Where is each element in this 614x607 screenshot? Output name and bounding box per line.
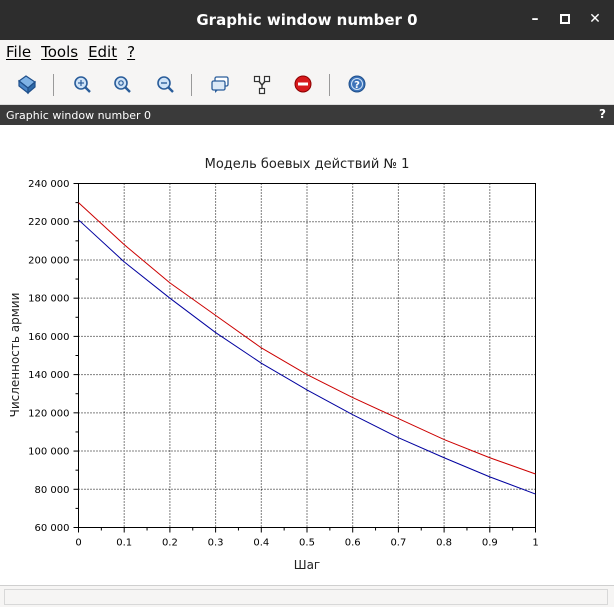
x-tick-label: 0.7 <box>390 538 406 549</box>
datatip-icon <box>211 76 229 93</box>
y-tick-label: 180 000 <box>28 294 69 305</box>
zoom-area-icon <box>157 76 174 93</box>
graphic-window-label: Graphic window number 0 <box>6 108 151 122</box>
menubar: File Tools Edit ? <box>0 40 614 64</box>
x-axis: 0 0.1 0.2 0.3 0.4 0.5 0.6 0.7 0.8 0.9 1 <box>75 527 539 549</box>
zoom-in-button[interactable] <box>70 72 94 96</box>
x-tick-label: 0.6 <box>345 538 361 549</box>
y-tick-label: 120 000 <box>28 408 69 419</box>
x-tick-label: 0.9 <box>482 538 498 549</box>
zoom-reset-icon <box>114 76 131 93</box>
y-tick-label: 80 000 <box>35 485 70 496</box>
menu-edit[interactable]: Edit <box>88 43 118 61</box>
y-axis: 60 000 80 000 100 000 120 000 140 000 160 000… <box>28 179 79 534</box>
x-tick-label: 0.1 <box>116 538 132 549</box>
maximize-icon <box>560 14 570 24</box>
zoom-area-button[interactable] <box>153 72 177 96</box>
y-tick-label: 200 000 <box>28 255 69 266</box>
x-tick-label: 0.5 <box>299 538 315 549</box>
series-line-1 <box>78 202 536 475</box>
y-axis-label: Численность армии <box>8 293 22 418</box>
menu-tools[interactable]: Tools <box>41 43 79 61</box>
close-button[interactable]: ✕ <box>584 8 606 30</box>
x-tick-label: 0 <box>75 538 81 549</box>
graphic-window-header: Graphic window number 0 ? <box>0 105 614 125</box>
plot-canvas[interactable]: Модель боевых действий № 1 0 0.1 0.2 0.3 0.4… <box>0 125 614 585</box>
x-tick-label: 0.2 <box>162 538 178 549</box>
x-tick-label: 1 <box>532 538 538 549</box>
maximize-button[interactable] <box>554 8 576 30</box>
zoom-in-icon <box>74 76 91 93</box>
status-field <box>4 589 608 605</box>
help-button[interactable]: ? <box>345 72 369 96</box>
minimize-button[interactable]: – <box>524 8 546 30</box>
y-tick-label: 240 000 <box>28 179 69 190</box>
y-tick-label: 60 000 <box>35 523 70 534</box>
window-title: Graphic window number 0 <box>196 11 418 29</box>
x-tick-label: 0.3 <box>208 538 224 549</box>
header-help-button[interactable]: ? <box>599 107 606 121</box>
y-tick-label: 220 000 <box>28 217 69 228</box>
chart-title: Модель боевых действий № 1 <box>205 157 410 172</box>
chart-grid <box>78 183 536 528</box>
line-chart: Модель боевых действий № 1 0 0.1 0.2 0.3 0.4… <box>8 157 539 572</box>
rotate-icon <box>17 75 36 95</box>
x-tick-label: 0.4 <box>253 538 269 549</box>
y-tick-label: 140 000 <box>28 370 69 381</box>
menu-help[interactable]: ? <box>127 43 136 61</box>
minimize-icon: – <box>531 11 539 27</box>
x-axis-label: Шаг <box>294 558 321 572</box>
stop-button[interactable] <box>291 72 315 96</box>
window-titlebar: Graphic window number 0 – ✕ <box>0 0 614 40</box>
toolbar: ? <box>0 64 614 105</box>
toolbar-separator <box>53 74 54 96</box>
series-line-2 <box>78 219 536 495</box>
y-tick-label: 100 000 <box>28 447 69 458</box>
edit-curves-button[interactable] <box>250 72 274 96</box>
chart-series <box>78 202 536 495</box>
menu-file[interactable]: File <box>6 43 32 61</box>
zoom-reset-button[interactable] <box>110 72 134 96</box>
rotate-button[interactable] <box>15 72 39 96</box>
window-controls: – ✕ <box>524 8 606 30</box>
stop-icon <box>294 75 312 93</box>
toolbar-separator <box>329 74 330 96</box>
edit-curves-icon <box>253 75 271 95</box>
toolbar-separator <box>191 74 192 96</box>
datatip-button[interactable] <box>208 72 232 96</box>
close-icon: ✕ <box>589 11 601 27</box>
y-tick-label: 160 000 <box>28 332 69 343</box>
svg-text:?: ? <box>354 80 360 91</box>
help-icon: ? <box>348 75 366 93</box>
x-tick-label: 0.8 <box>436 538 452 549</box>
status-bar <box>0 585 614 607</box>
